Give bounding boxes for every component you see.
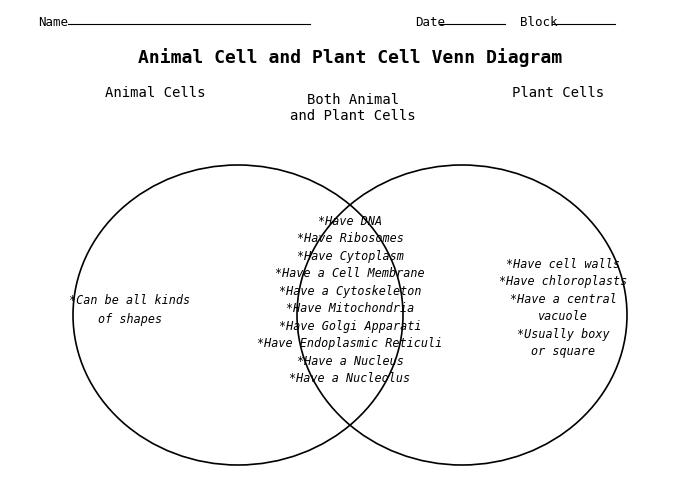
Text: *Have cell walls
*Have chloroplasts
*Have a central
vacuole
*Usually boxy
or squ: *Have cell walls *Have chloroplasts *Hav… xyxy=(499,258,627,358)
Text: Date: Date xyxy=(415,16,445,28)
Text: *Can be all kinds
of shapes: *Can be all kinds of shapes xyxy=(69,295,190,326)
Text: Both Animal
and Plant Cells: Both Animal and Plant Cells xyxy=(290,93,416,123)
Text: Animal Cells: Animal Cells xyxy=(105,86,205,100)
Text: Name: Name xyxy=(38,16,68,28)
Text: Plant Cells: Plant Cells xyxy=(512,86,604,100)
Text: *Have DNA
*Have Ribosomes
*Have Cytoplasm
*Have a Cell Membrane
*Have a Cytoskel: *Have DNA *Have Ribosomes *Have Cytoplas… xyxy=(258,215,442,385)
Text: Block: Block xyxy=(520,16,557,28)
Text: Animal Cell and Plant Cell Venn Diagram: Animal Cell and Plant Cell Venn Diagram xyxy=(138,49,562,67)
